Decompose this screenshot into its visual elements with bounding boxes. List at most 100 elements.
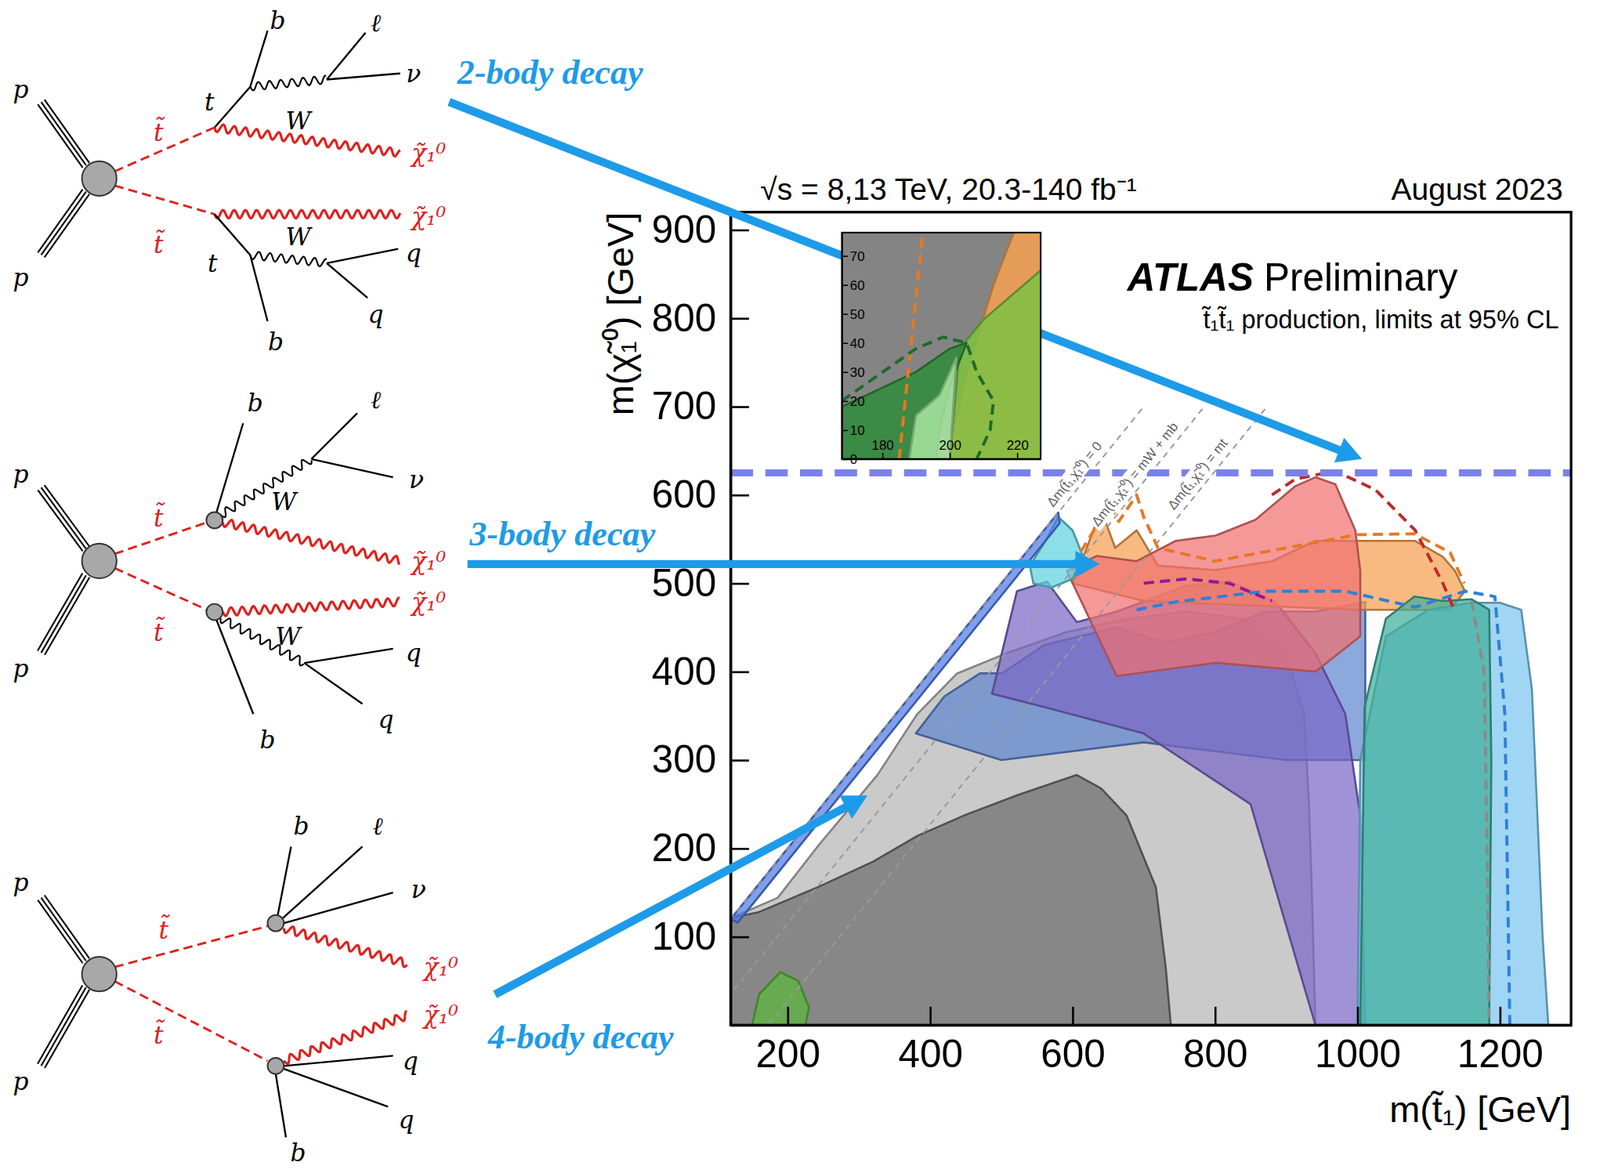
exclusion-region xyxy=(730,512,1060,923)
exclusion-region xyxy=(730,774,1171,1025)
tick: 600 xyxy=(651,472,750,516)
kinematic-label-group: Δm(t̃₁,χ̃₁⁰) = mt xyxy=(1162,433,1234,515)
decay-annotation: 4-body decay xyxy=(487,1017,674,1057)
fermion-line xyxy=(311,459,393,478)
axis-line xyxy=(730,212,733,1025)
axis: 20040060080010001200 xyxy=(731,1006,1572,1076)
particle-label: t xyxy=(207,249,218,278)
stop-propagator xyxy=(114,980,268,1061)
tick: 20 xyxy=(841,394,865,410)
fermion-line xyxy=(214,213,251,255)
limit-line xyxy=(841,336,994,460)
particle-label: W xyxy=(275,622,303,651)
label-patch xyxy=(1086,416,1184,532)
particle-label: χ̃₁⁰ xyxy=(409,546,446,576)
tick-label: 20 xyxy=(850,394,866,410)
proton-line xyxy=(37,104,83,168)
energy-label: √s = 8,13 TeV, 20.3-140 fb⁻¹ xyxy=(760,172,1137,207)
tick: 600 xyxy=(1040,1006,1106,1076)
feynman-diagram: ppt̃t̃tbWℓνχ̃₁⁰χ̃₁⁰tWqqb xyxy=(12,6,446,356)
proton-line xyxy=(44,989,90,1068)
particle-label: p xyxy=(12,654,29,683)
particle-label: χ̃₁⁰ xyxy=(409,587,446,616)
tick-label: 400 xyxy=(897,1031,963,1076)
figure: 1002003004005006007008009002004006008001… xyxy=(0,0,1600,1173)
proton-line xyxy=(44,577,90,656)
fermion-line xyxy=(278,846,292,915)
particle-label: q xyxy=(377,705,394,734)
w-boson-line xyxy=(220,459,312,518)
tick-label: 10 xyxy=(850,423,866,439)
vertex-blob xyxy=(82,543,117,579)
fermion-line xyxy=(326,73,401,80)
tick-mark xyxy=(1499,1006,1503,1025)
axis: 010203040506070 xyxy=(841,232,865,467)
plot-frame xyxy=(730,212,1572,1025)
tick-label: 400 xyxy=(651,649,717,693)
particle-label: t̃ xyxy=(158,914,171,945)
tick-mark xyxy=(730,936,749,939)
fermion-line xyxy=(326,32,366,80)
tick-label: 1200 xyxy=(1457,1031,1544,1076)
kinematic-line xyxy=(730,408,1203,1026)
tick-label: 70 xyxy=(850,249,866,265)
plot-area xyxy=(730,408,1572,1026)
proton-line xyxy=(41,987,87,1066)
proton-line xyxy=(41,575,87,653)
kinematic-label: Δm(t̃₁,χ̃₁⁰) = mW + mb xyxy=(1088,419,1181,529)
kinematic-label: Δm(t̃₁,χ̃₁⁰) = mt xyxy=(1164,435,1231,513)
proton-line xyxy=(44,485,90,547)
tick-label: 200 xyxy=(939,438,962,453)
tick-label: 200 xyxy=(651,825,717,869)
fermion-line xyxy=(282,846,363,918)
axis-line xyxy=(731,1024,1572,1028)
proton-line xyxy=(41,487,87,549)
stop-propagator xyxy=(114,926,268,967)
status-label: Preliminary xyxy=(1263,255,1459,299)
particle-label: χ̃₁⁰ xyxy=(422,1000,459,1029)
experiment-name: ATLAS xyxy=(1125,255,1254,299)
particle-label: p xyxy=(12,1067,29,1096)
exclusion-region xyxy=(841,232,1041,460)
particle-label: χ̃₁⁰ xyxy=(409,202,446,231)
neutralino-line xyxy=(222,520,399,565)
vertex-blob xyxy=(206,511,223,529)
stop-propagator xyxy=(114,127,215,172)
decay-annotation: 2-body decay xyxy=(456,53,644,92)
arrow xyxy=(492,795,868,999)
particle-label: t̃ xyxy=(153,616,166,647)
arrow xyxy=(447,97,1362,463)
particle-label: t̃ xyxy=(153,229,166,260)
vertex-blob xyxy=(82,161,117,196)
feynman-diagram: ppt̃t̃bWℓνχ̃₁⁰χ̃₁⁰Wqqb xyxy=(12,385,446,753)
particle-label: ν xyxy=(411,875,427,904)
particle-label: q xyxy=(398,1105,415,1134)
tick-mark xyxy=(841,255,848,258)
particle-label: b xyxy=(293,811,309,840)
tick: 200 xyxy=(939,438,962,460)
tick-mark xyxy=(841,372,848,374)
kinematic-line xyxy=(768,408,1267,1026)
tick-mark xyxy=(730,671,749,674)
kinematic-label-group: Δm(t̃₁,χ̃₁⁰) = mW + mb xyxy=(1086,416,1184,532)
vertex-blob xyxy=(82,956,117,992)
proton-line xyxy=(37,189,83,254)
limit-line xyxy=(899,232,924,460)
tick-label: 1000 xyxy=(1314,1031,1401,1076)
particle-label: q xyxy=(367,300,384,329)
neutralino-line xyxy=(283,926,407,967)
tick: 700 xyxy=(651,383,750,428)
tick-label: 900 xyxy=(651,207,717,251)
particle-label: ν xyxy=(409,465,424,494)
particle-label: χ̃₁⁰ xyxy=(422,952,459,981)
tick-mark xyxy=(841,313,848,315)
neutralino-line xyxy=(222,597,400,616)
tick-mark xyxy=(841,401,848,403)
tick: 400 xyxy=(897,1006,963,1076)
stop-propagator xyxy=(114,568,207,610)
limit-line xyxy=(1072,495,1465,584)
tick: 10 xyxy=(841,423,865,439)
tick-mark xyxy=(949,452,952,460)
y-axis-title: m(χ̃₁⁰) [GeV] xyxy=(600,212,641,416)
tick: 50 xyxy=(841,307,865,323)
